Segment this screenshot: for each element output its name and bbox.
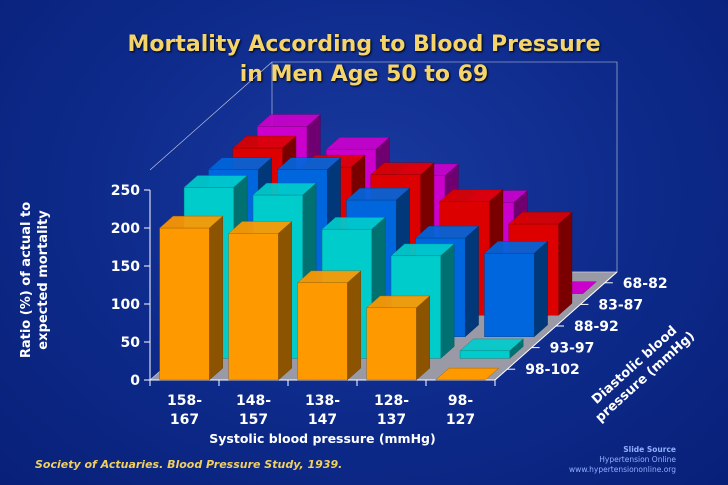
bar-top [297,270,362,283]
x-tick-label: 148- [236,393,271,409]
y-tick-label: 150 [111,259,140,275]
bar-top [483,241,549,254]
bar-top [276,157,342,170]
bar-top [366,295,431,308]
bar-front [484,252,535,337]
y-tick-label: 200 [111,221,140,237]
z-tick-label: 88-92 [574,319,619,335]
z-tick-label: 83-87 [598,297,643,313]
y-tick-label: 100 [111,297,140,313]
source-citation: Society of Actuaries. Blood Pressure Stu… [35,458,343,471]
credit-line-1: Slide Source [623,445,676,454]
x-tick-label: 127 [446,412,475,428]
bar-top [508,211,573,225]
chart-title: Mortality According to Blood Pressure in… [0,30,728,90]
x-tick-label: 147 [308,412,337,428]
bar-top [459,338,524,351]
bar-side [347,270,361,381]
z-tick-label: 68-82 [623,276,668,292]
x-tick-label: 158- [167,393,202,409]
z-tick-label: 98-102 [525,362,580,378]
bar-top [256,114,321,127]
x-tick-label: 98- [448,393,473,409]
z-tick-label: 93-97 [550,341,595,357]
title-line-1: Mortality According to Blood Pressure [127,32,601,57]
bar-top [414,225,480,239]
bar-top [325,137,390,150]
bar-side [464,225,479,338]
bar-top [390,243,455,257]
bar-front [159,227,210,381]
bar-side [416,295,430,381]
y-tick-label: 50 [121,335,141,351]
credit-line-3: www.hypertensiononline.org [569,465,676,474]
bar-top [232,135,297,149]
y-axis-label: Ratio (%) of actual to expected mortalit… [18,185,52,375]
bar-top [228,221,293,234]
bar-top [321,217,386,230]
bar-front [459,350,510,359]
bar-front [366,307,417,381]
z-axis-label-line-2: pressure (mmHg) [593,329,698,426]
bar-front [228,233,279,381]
x-tick-label: 157 [239,412,268,428]
bar-side [278,220,292,381]
bar-top [435,367,500,381]
chart-wall-edge [149,61,273,171]
bar-side [558,211,573,316]
bar-top [207,157,273,170]
y-axis-label-line-1: Ratio (%) of actual to [19,201,34,359]
y-axis-label-line-2: expected mortality [36,210,51,350]
title-line-2: in Men Age 50 to 69 [239,62,489,87]
credit-line-2: Hypertension Online [599,455,676,464]
bar-top [439,189,504,202]
x-tick-label: 167 [170,412,199,428]
bar-side [440,243,455,359]
bar-side [209,215,223,381]
x-tick-label: 128- [374,393,409,409]
x-tick-label: 137 [377,412,406,428]
bar-top [252,182,317,196]
bar-front [297,282,348,381]
bar-side [533,240,548,338]
bar-top [370,162,435,175]
y-tick-label: 250 [111,183,140,199]
bar-top [183,175,248,188]
x-axis-label: Systolic blood pressure (mmHg) [209,431,436,446]
x-tick-label: 138- [305,393,340,409]
bar-top [345,187,411,201]
y-tick-label: 0 [130,373,140,389]
slide-credit: Slide Source Hypertension Online www.hyp… [569,445,676,475]
bar-top [159,215,224,229]
